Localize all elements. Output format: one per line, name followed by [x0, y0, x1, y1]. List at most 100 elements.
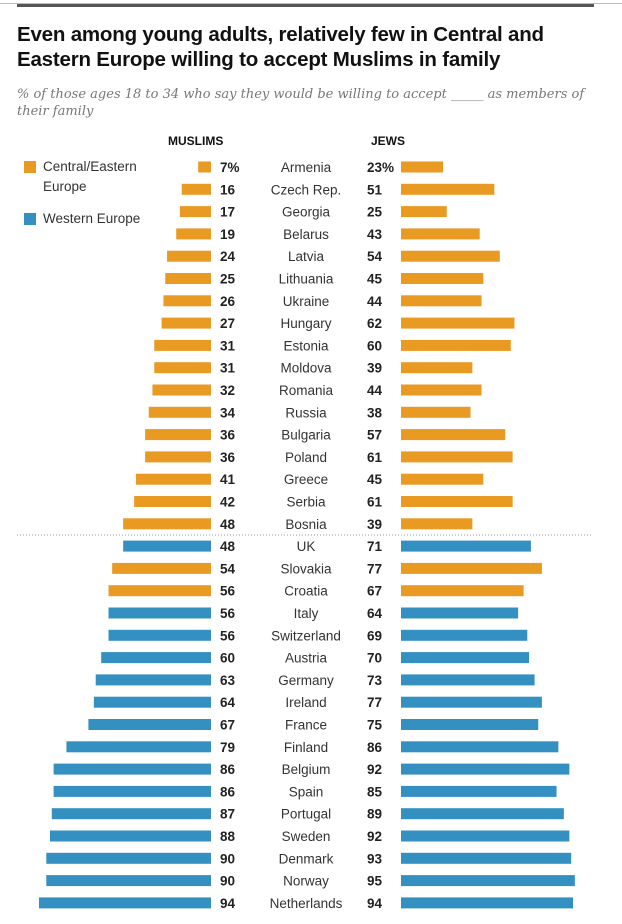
category-label: Norway — [283, 874, 329, 889]
column-header-jews: JEWS — [371, 134, 406, 148]
category-label: Estonia — [283, 338, 329, 353]
value-label-muslims: 88 — [220, 829, 236, 844]
value-label-jews: 94 — [367, 896, 383, 911]
category-label: Romania — [279, 383, 334, 398]
category-label: Latvia — [288, 249, 325, 264]
bar-jews-bosnia — [401, 518, 473, 530]
value-label-muslims: 31 — [220, 361, 236, 376]
category-label: Georgia — [282, 205, 331, 220]
bar-jews-sweden — [401, 830, 570, 842]
bar-muslims-slovakia — [112, 562, 211, 574]
bar-jews-czech-rep- — [401, 183, 495, 195]
value-label-muslims: 36 — [220, 450, 236, 465]
value-label-muslims: 17 — [220, 205, 235, 220]
bar-muslims-ukraine — [163, 295, 211, 307]
category-label: Croatia — [284, 584, 328, 599]
value-label-muslims: 56 — [220, 628, 236, 643]
value-label-jews: 71 — [367, 539, 383, 554]
bar-muslims-italy — [108, 607, 211, 619]
value-label-muslims: 79 — [220, 740, 235, 755]
value-label-jews: 25 — [367, 205, 383, 220]
value-label-jews: 43 — [367, 227, 383, 242]
bar-jews-estonia — [401, 339, 511, 351]
category-label: Ireland — [285, 695, 326, 710]
value-label-muslims: 32 — [220, 383, 235, 398]
value-label-jews: 60 — [367, 338, 382, 353]
bar-jews-latvia — [401, 250, 500, 262]
category-label: Netherlands — [270, 896, 343, 911]
category-label: Lithuania — [279, 272, 334, 287]
category-label: Italy — [294, 606, 319, 621]
value-label-muslims: 48 — [220, 517, 236, 532]
legend-swatch-western — [24, 213, 36, 225]
value-label-jews: 67 — [367, 584, 382, 599]
bar-muslims-austria — [101, 652, 211, 664]
category-label: Moldova — [280, 361, 332, 376]
value-label-jews: 64 — [367, 606, 383, 621]
value-label-jews: 38 — [367, 405, 383, 420]
bar-jews-ukraine — [401, 295, 482, 307]
bar-muslims-estonia — [154, 339, 211, 351]
value-label-muslims: 67 — [220, 718, 235, 733]
value-label-muslims: 19 — [220, 227, 235, 242]
category-label: Armenia — [281, 160, 332, 175]
bar-muslims-russia — [148, 406, 211, 418]
bar-jews-denmark — [401, 852, 572, 864]
bar-jews-serbia — [401, 496, 513, 507]
bar-jews-switzerland — [401, 629, 528, 641]
bar-muslims-spain — [53, 785, 212, 797]
value-label-muslims: 26 — [220, 294, 236, 309]
value-label-muslims: 42 — [220, 495, 235, 510]
category-label: Belarus — [283, 227, 329, 242]
chart-title: Even among young adults, relatively few … — [17, 23, 544, 71]
value-label-muslims: 25 — [220, 272, 236, 287]
bar-muslims-netherlands — [38, 897, 212, 909]
bar-jews-georgia — [401, 206, 447, 218]
value-label-jews: 44 — [367, 294, 383, 309]
value-label-jews: 77 — [367, 561, 382, 576]
column-header-muslims: MUSLIMS — [168, 134, 224, 148]
bar-muslims-serbia — [134, 496, 211, 507]
bar-jews-armenia — [401, 161, 444, 173]
category-label: Switzerland — [271, 628, 341, 643]
value-label-muslims: 34 — [220, 405, 236, 420]
value-label-muslims: 36 — [220, 428, 236, 443]
category-label: Bosnia — [285, 517, 327, 532]
bar-jews-moldova — [401, 362, 473, 374]
value-label-muslims: 41 — [220, 472, 236, 487]
value-label-muslims: 31 — [220, 338, 236, 353]
bar-jews-belarus — [401, 228, 480, 240]
category-label: Finland — [284, 740, 328, 755]
bar-muslims-bosnia — [123, 518, 211, 530]
value-label-jews: 45 — [367, 272, 383, 287]
value-label-jews: 85 — [367, 784, 383, 799]
bar-jews-italy — [401, 607, 519, 619]
category-label: Bulgaria — [281, 428, 331, 443]
bar-jews-poland — [401, 451, 513, 463]
bar-muslims-bulgaria — [145, 429, 211, 441]
bar-jews-slovakia — [401, 562, 542, 574]
value-label-muslims: 86 — [220, 762, 236, 777]
bar-jews-belgium — [401, 763, 570, 775]
value-label-jews: 95 — [367, 874, 383, 889]
value-label-jews: 39 — [367, 361, 382, 376]
value-label-muslims: 56 — [220, 584, 236, 599]
category-label: Slovakia — [280, 561, 332, 576]
value-label-jews: 57 — [367, 428, 382, 443]
bar-muslims-belgium — [53, 763, 212, 775]
category-label: France — [285, 718, 327, 733]
top-rule — [0, 3, 622, 4]
value-label-jews: 77 — [367, 695, 382, 710]
value-label-jews: 73 — [367, 673, 383, 688]
bar-muslims-lithuania — [165, 273, 211, 284]
bar-jews-hungary — [401, 317, 515, 329]
category-label: Poland — [285, 450, 327, 465]
legend-swatch-central-eastern — [24, 161, 36, 173]
category-label: Russia — [285, 405, 327, 420]
value-label-muslims: 16 — [220, 182, 236, 197]
bar-jews-norway — [401, 875, 575, 887]
category-label: Serbia — [286, 495, 326, 510]
category-label: Sweden — [282, 829, 331, 844]
legend-label-central-eastern: Central/Eastern Europe — [43, 159, 137, 194]
